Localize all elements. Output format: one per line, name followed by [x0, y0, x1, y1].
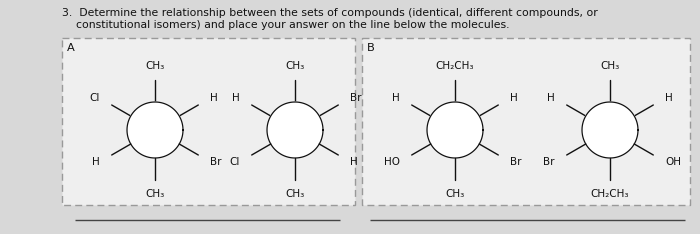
- Text: CH₃: CH₃: [146, 189, 164, 199]
- Text: H: H: [92, 157, 99, 167]
- Text: H: H: [547, 93, 554, 103]
- Text: CH₃: CH₃: [445, 189, 465, 199]
- Text: Br: Br: [211, 157, 222, 167]
- Text: CH₃: CH₃: [601, 61, 620, 71]
- Text: 3.  Determine the relationship between the sets of compounds (identical, differe: 3. Determine the relationship between th…: [62, 8, 598, 18]
- Text: Br: Br: [510, 157, 522, 167]
- Bar: [62, 38, 355, 205]
- Text: HO: HO: [384, 157, 400, 167]
- Bar: [362, 38, 690, 205]
- Polygon shape: [427, 102, 483, 158]
- Polygon shape: [267, 102, 323, 158]
- Polygon shape: [582, 102, 638, 158]
- Text: B: B: [367, 43, 374, 53]
- Text: CH₃: CH₃: [286, 189, 304, 199]
- Text: H: H: [232, 93, 239, 103]
- Text: H: H: [351, 157, 358, 167]
- Text: Br: Br: [351, 93, 362, 103]
- Text: CH₂CH₃: CH₂CH₃: [591, 189, 629, 199]
- Text: CH₂CH₃: CH₂CH₃: [435, 61, 475, 71]
- Text: A: A: [67, 43, 75, 53]
- Polygon shape: [127, 102, 183, 158]
- Text: H: H: [510, 93, 518, 103]
- Text: H: H: [392, 93, 400, 103]
- Text: constitutional isomers) and place your answer on the line below the molecules.: constitutional isomers) and place your a…: [62, 20, 510, 30]
- Text: H: H: [211, 93, 218, 103]
- Text: CH₃: CH₃: [146, 61, 164, 71]
- Text: Br: Br: [543, 157, 554, 167]
- Text: CH₃: CH₃: [286, 61, 304, 71]
- Text: OH: OH: [666, 157, 681, 167]
- Text: H: H: [666, 93, 673, 103]
- Text: Cl: Cl: [229, 157, 239, 167]
- Text: Cl: Cl: [89, 93, 99, 103]
